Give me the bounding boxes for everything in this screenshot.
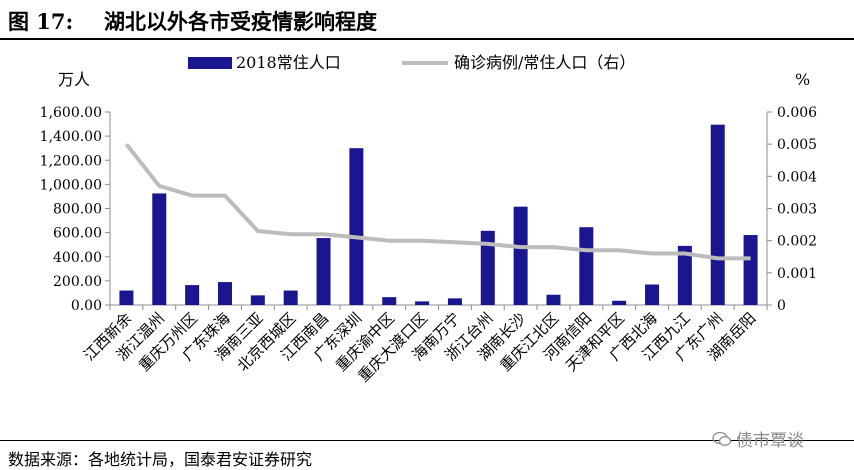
left-tick-label: 1,600.00 [40, 105, 102, 121]
figure-header: 图 17: 湖北以外各市受疫情影响程度 [0, 0, 854, 40]
chat-bubble-icon [712, 431, 732, 446]
series-line [124, 142, 751, 261]
bar [743, 235, 758, 305]
bar [710, 124, 725, 306]
title-rule [0, 38, 854, 40]
bar [152, 193, 167, 305]
watermark-text: 债市覃谈 [736, 431, 804, 451]
source-note: 数据来源：各地统计局，国泰君安证券研究 [8, 450, 313, 469]
left-tick-label: 400.00 [53, 250, 102, 266]
right-tick-label: 0.002 [777, 234, 817, 250]
legend-label-line: 确诊病例/常住人口（右） [454, 53, 635, 72]
left-tick-label: 800.00 [53, 202, 102, 218]
watermark: 债市覃谈 [712, 426, 804, 451]
bar [677, 245, 692, 305]
right-axis-label: % [795, 70, 810, 89]
bar-series [119, 124, 758, 306]
footer-rule [0, 440, 854, 441]
bar [382, 297, 397, 305]
legend: 2018常住人口 确诊病例/常住人口（右） [188, 53, 635, 72]
bar [119, 290, 134, 305]
left-tick-label: 600.00 [53, 226, 102, 242]
left-tick-label: 1,400.00 [40, 129, 102, 145]
left-tick-label: 200.00 [53, 274, 102, 290]
legend-label-bar: 2018常住人口 [236, 53, 341, 72]
left-axis-label: 万人 [58, 70, 90, 89]
bar [283, 290, 298, 305]
bar [447, 298, 462, 305]
right-tick-label: 0.006 [777, 105, 817, 121]
bar [415, 301, 430, 305]
bar [316, 238, 331, 305]
right-tick-label: 0.004 [777, 169, 817, 185]
right-tick-label: 0.005 [777, 137, 817, 153]
figure-title: 湖北以外各市受疫情影响程度 [104, 9, 377, 34]
figure-label: 图 17: [8, 9, 74, 34]
bar [579, 227, 594, 305]
left-tick-label: 1,000.00 [40, 177, 102, 193]
bar [645, 284, 660, 305]
x-axis-labels: 江西新余浙江温州重庆万州区广东珠海海南三亚北京西城区江西南昌广东深圳重庆渝中区重… [80, 309, 759, 385]
right-tick-label: 0.001 [777, 266, 817, 282]
bar [250, 295, 265, 305]
combo-chart: 2018常住人口 确诊病例/常住人口（右） 万人 % 0.00200.00400.… [40, 53, 818, 385]
bar [513, 206, 528, 305]
bar [349, 148, 364, 305]
line-series [124, 142, 751, 261]
bar [217, 282, 232, 305]
bar [546, 294, 561, 305]
bar [480, 230, 495, 305]
right-tick-label: 0 [777, 298, 786, 314]
left-tick-label: 1,200.00 [40, 153, 102, 169]
legend-swatch-bar [188, 57, 232, 69]
right-tick-label: 0.003 [777, 202, 817, 218]
axes: 0.00200.00400.00600.00800.001,000.001,20… [40, 105, 818, 314]
left-tick-label: 0.00 [71, 298, 102, 314]
bar [185, 285, 200, 305]
bar [612, 300, 627, 305]
